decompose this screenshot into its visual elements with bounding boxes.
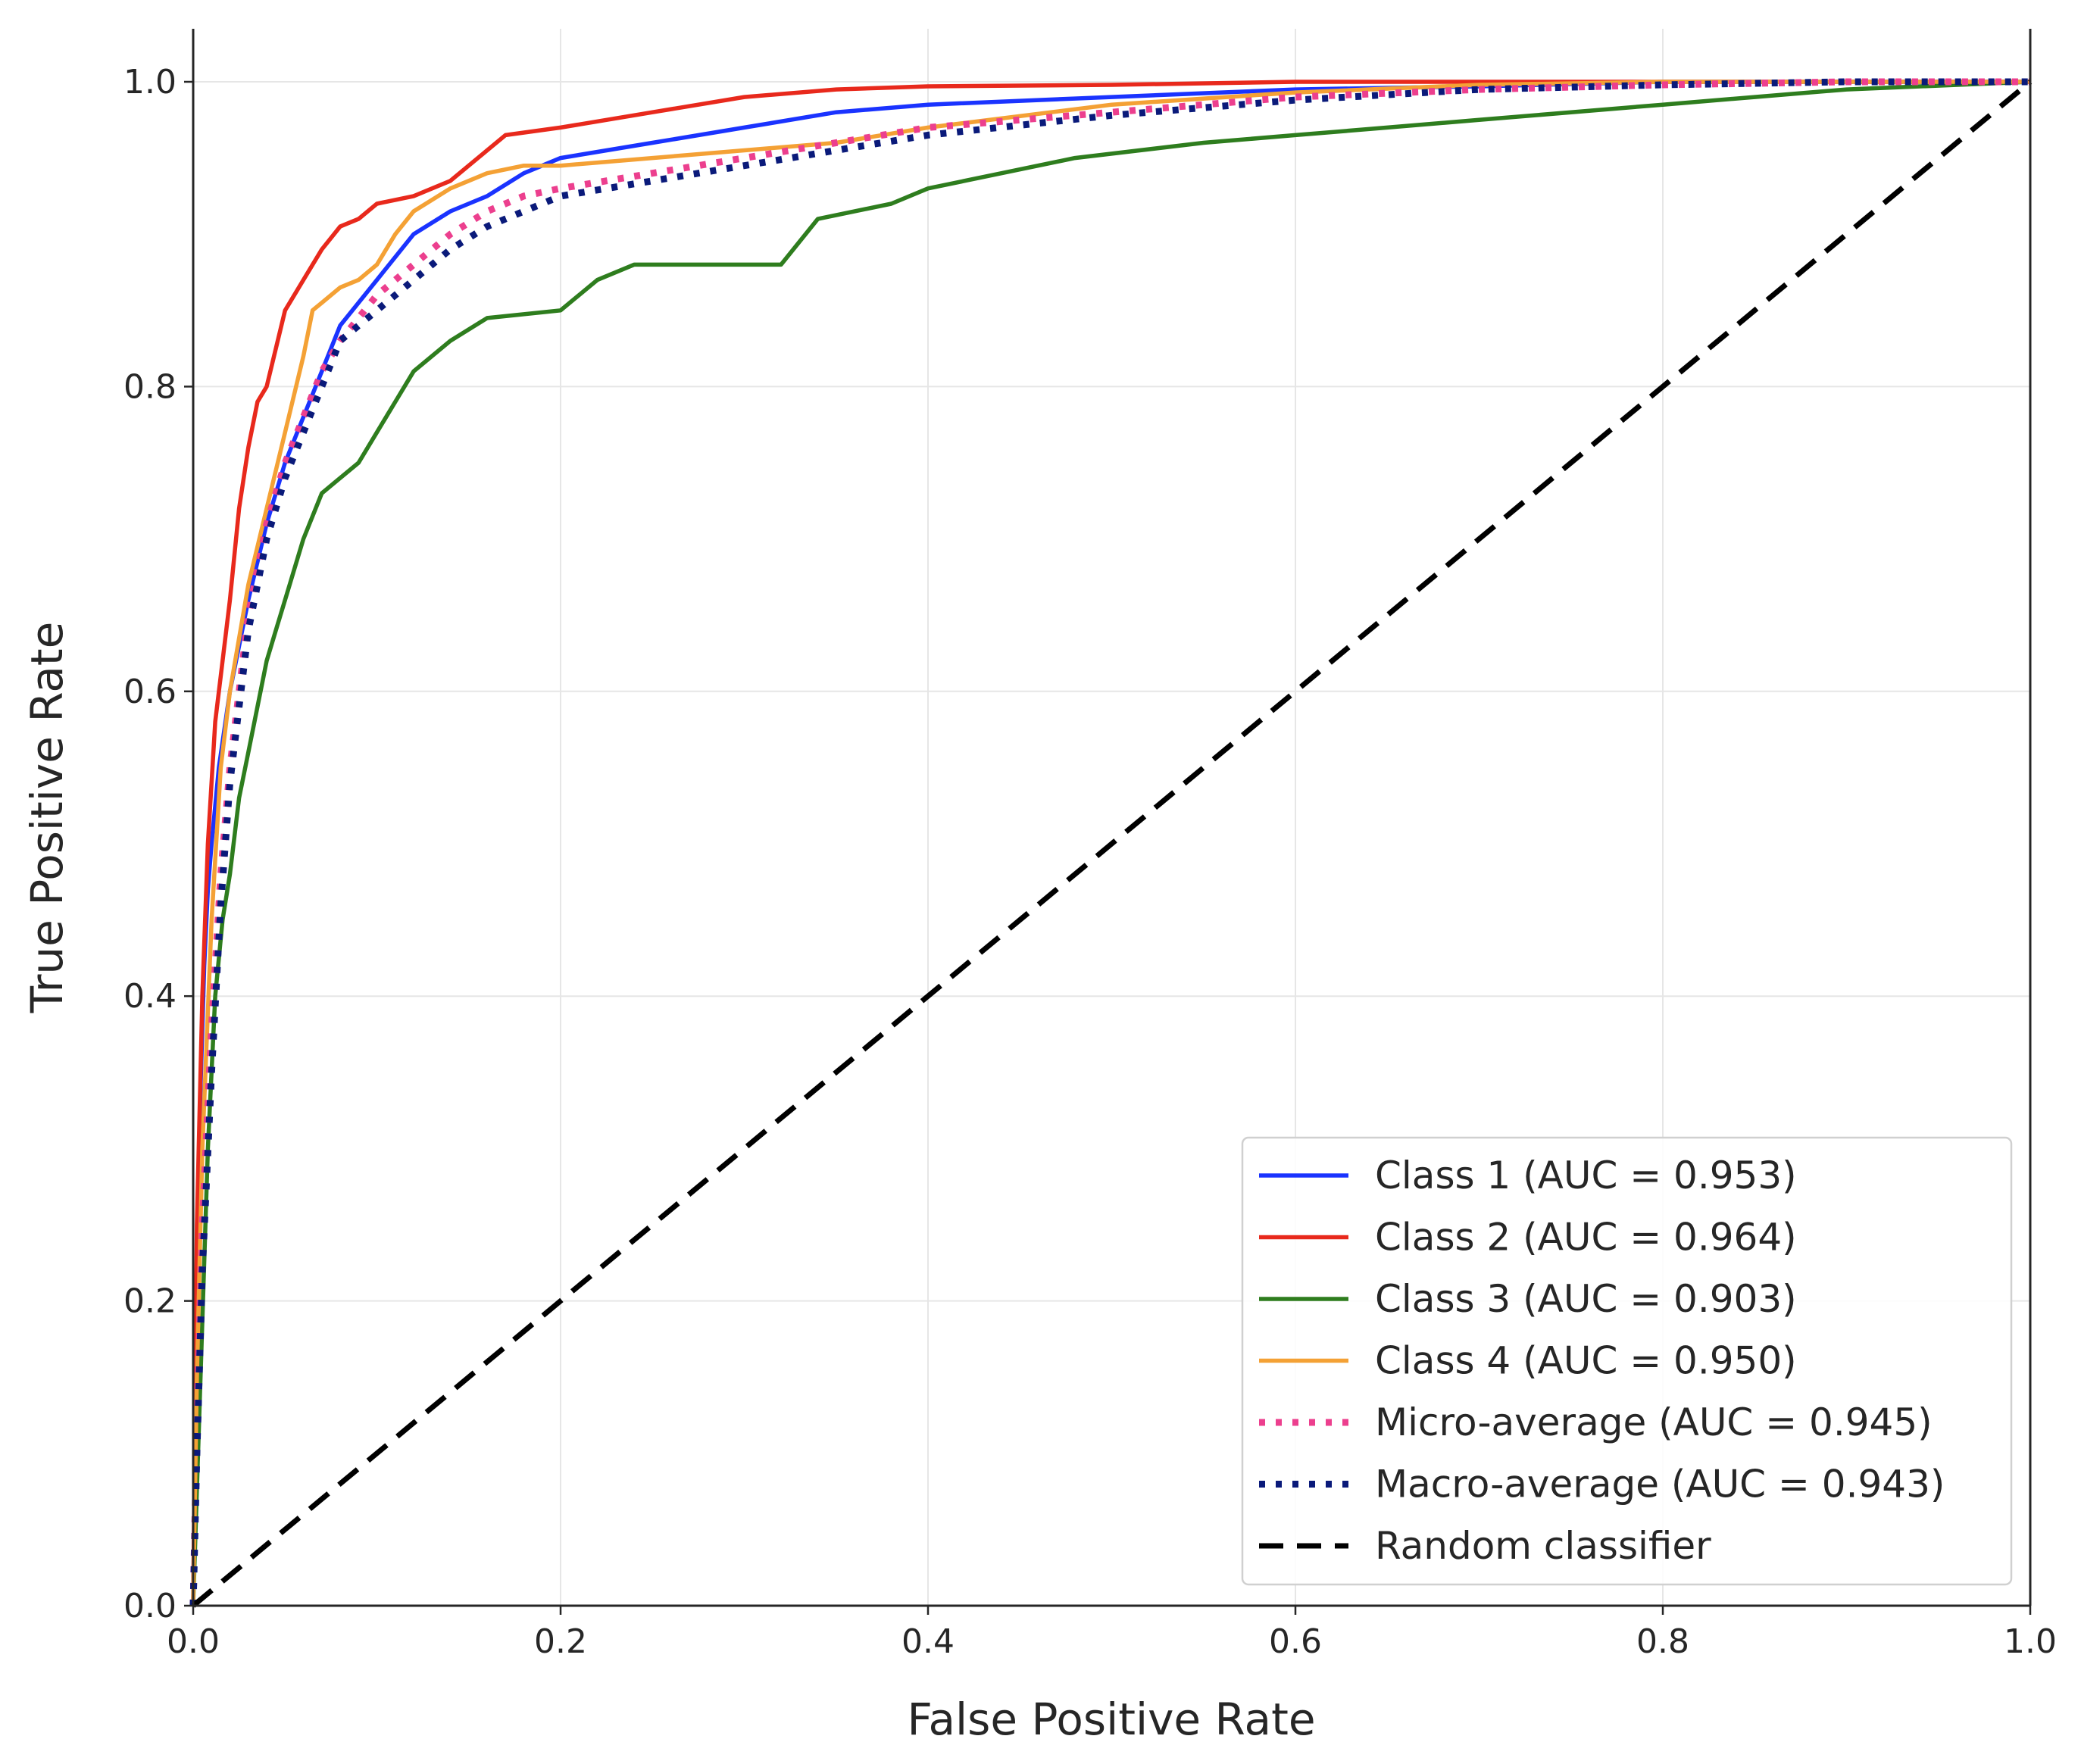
series-line-4 (191, 80, 2030, 1606)
legend-label: Class 4 (AUC = 0.950) (1375, 1339, 1797, 1383)
ticks: 0.0 0.2 0.4 0.6 0.8 1.0 0.0 0.2 0.4 0.6 0.8 1.0 (123, 63, 2057, 1661)
y-tick-label: 0.8 (123, 367, 177, 406)
axes (192, 29, 2032, 1607)
legend-box (1241, 1136, 2013, 1586)
legend-label: Macro-average (AUC = 0.943) (1375, 1463, 1945, 1506)
x-tick-label: 0.8 (1636, 1622, 1689, 1661)
series-line-1 (191, 80, 2030, 1606)
y-axis-label: True Positive Rate (21, 622, 73, 1014)
legend-label: Class 2 (AUC = 0.964) (1375, 1216, 1797, 1260)
legend-label: Random classifier (1375, 1524, 1711, 1568)
series-line-3 (191, 80, 2031, 1606)
series-line-2 (191, 80, 2030, 1606)
legend: Class 1 (AUC = 0.953) Class 2 (AUC = 0.96… (1241, 1136, 2013, 1586)
y-tick-label: 1.0 (123, 63, 177, 101)
series-line-6 (189, 78, 2030, 1606)
x-tick-label: 1.0 (2004, 1622, 2057, 1661)
y-tick-label: 0.0 (123, 1587, 177, 1625)
y-tick-label: 0.2 (123, 1282, 177, 1321)
legend-label: Class 3 (AUC = 0.903) (1375, 1277, 1797, 1321)
legend-label: Class 1 (AUC = 0.953) (1375, 1154, 1797, 1197)
series-line-7 (191, 80, 2033, 1608)
x-tick-label: 0.2 (534, 1622, 587, 1661)
series-group (189, 78, 2033, 1608)
x-tick-label: 0.6 (1269, 1622, 1322, 1661)
y-tick-label: 0.4 (123, 977, 177, 1016)
x-tick-label: 0.0 (167, 1622, 220, 1661)
y-tick-label: 0.6 (123, 673, 177, 711)
x-axis-label: False Positive Rate (907, 1694, 1315, 1745)
x-tick-label: 0.4 (901, 1622, 955, 1661)
grid (192, 29, 2031, 1606)
legend-label: Micro-average (AUC = 0.945) (1375, 1400, 1933, 1444)
